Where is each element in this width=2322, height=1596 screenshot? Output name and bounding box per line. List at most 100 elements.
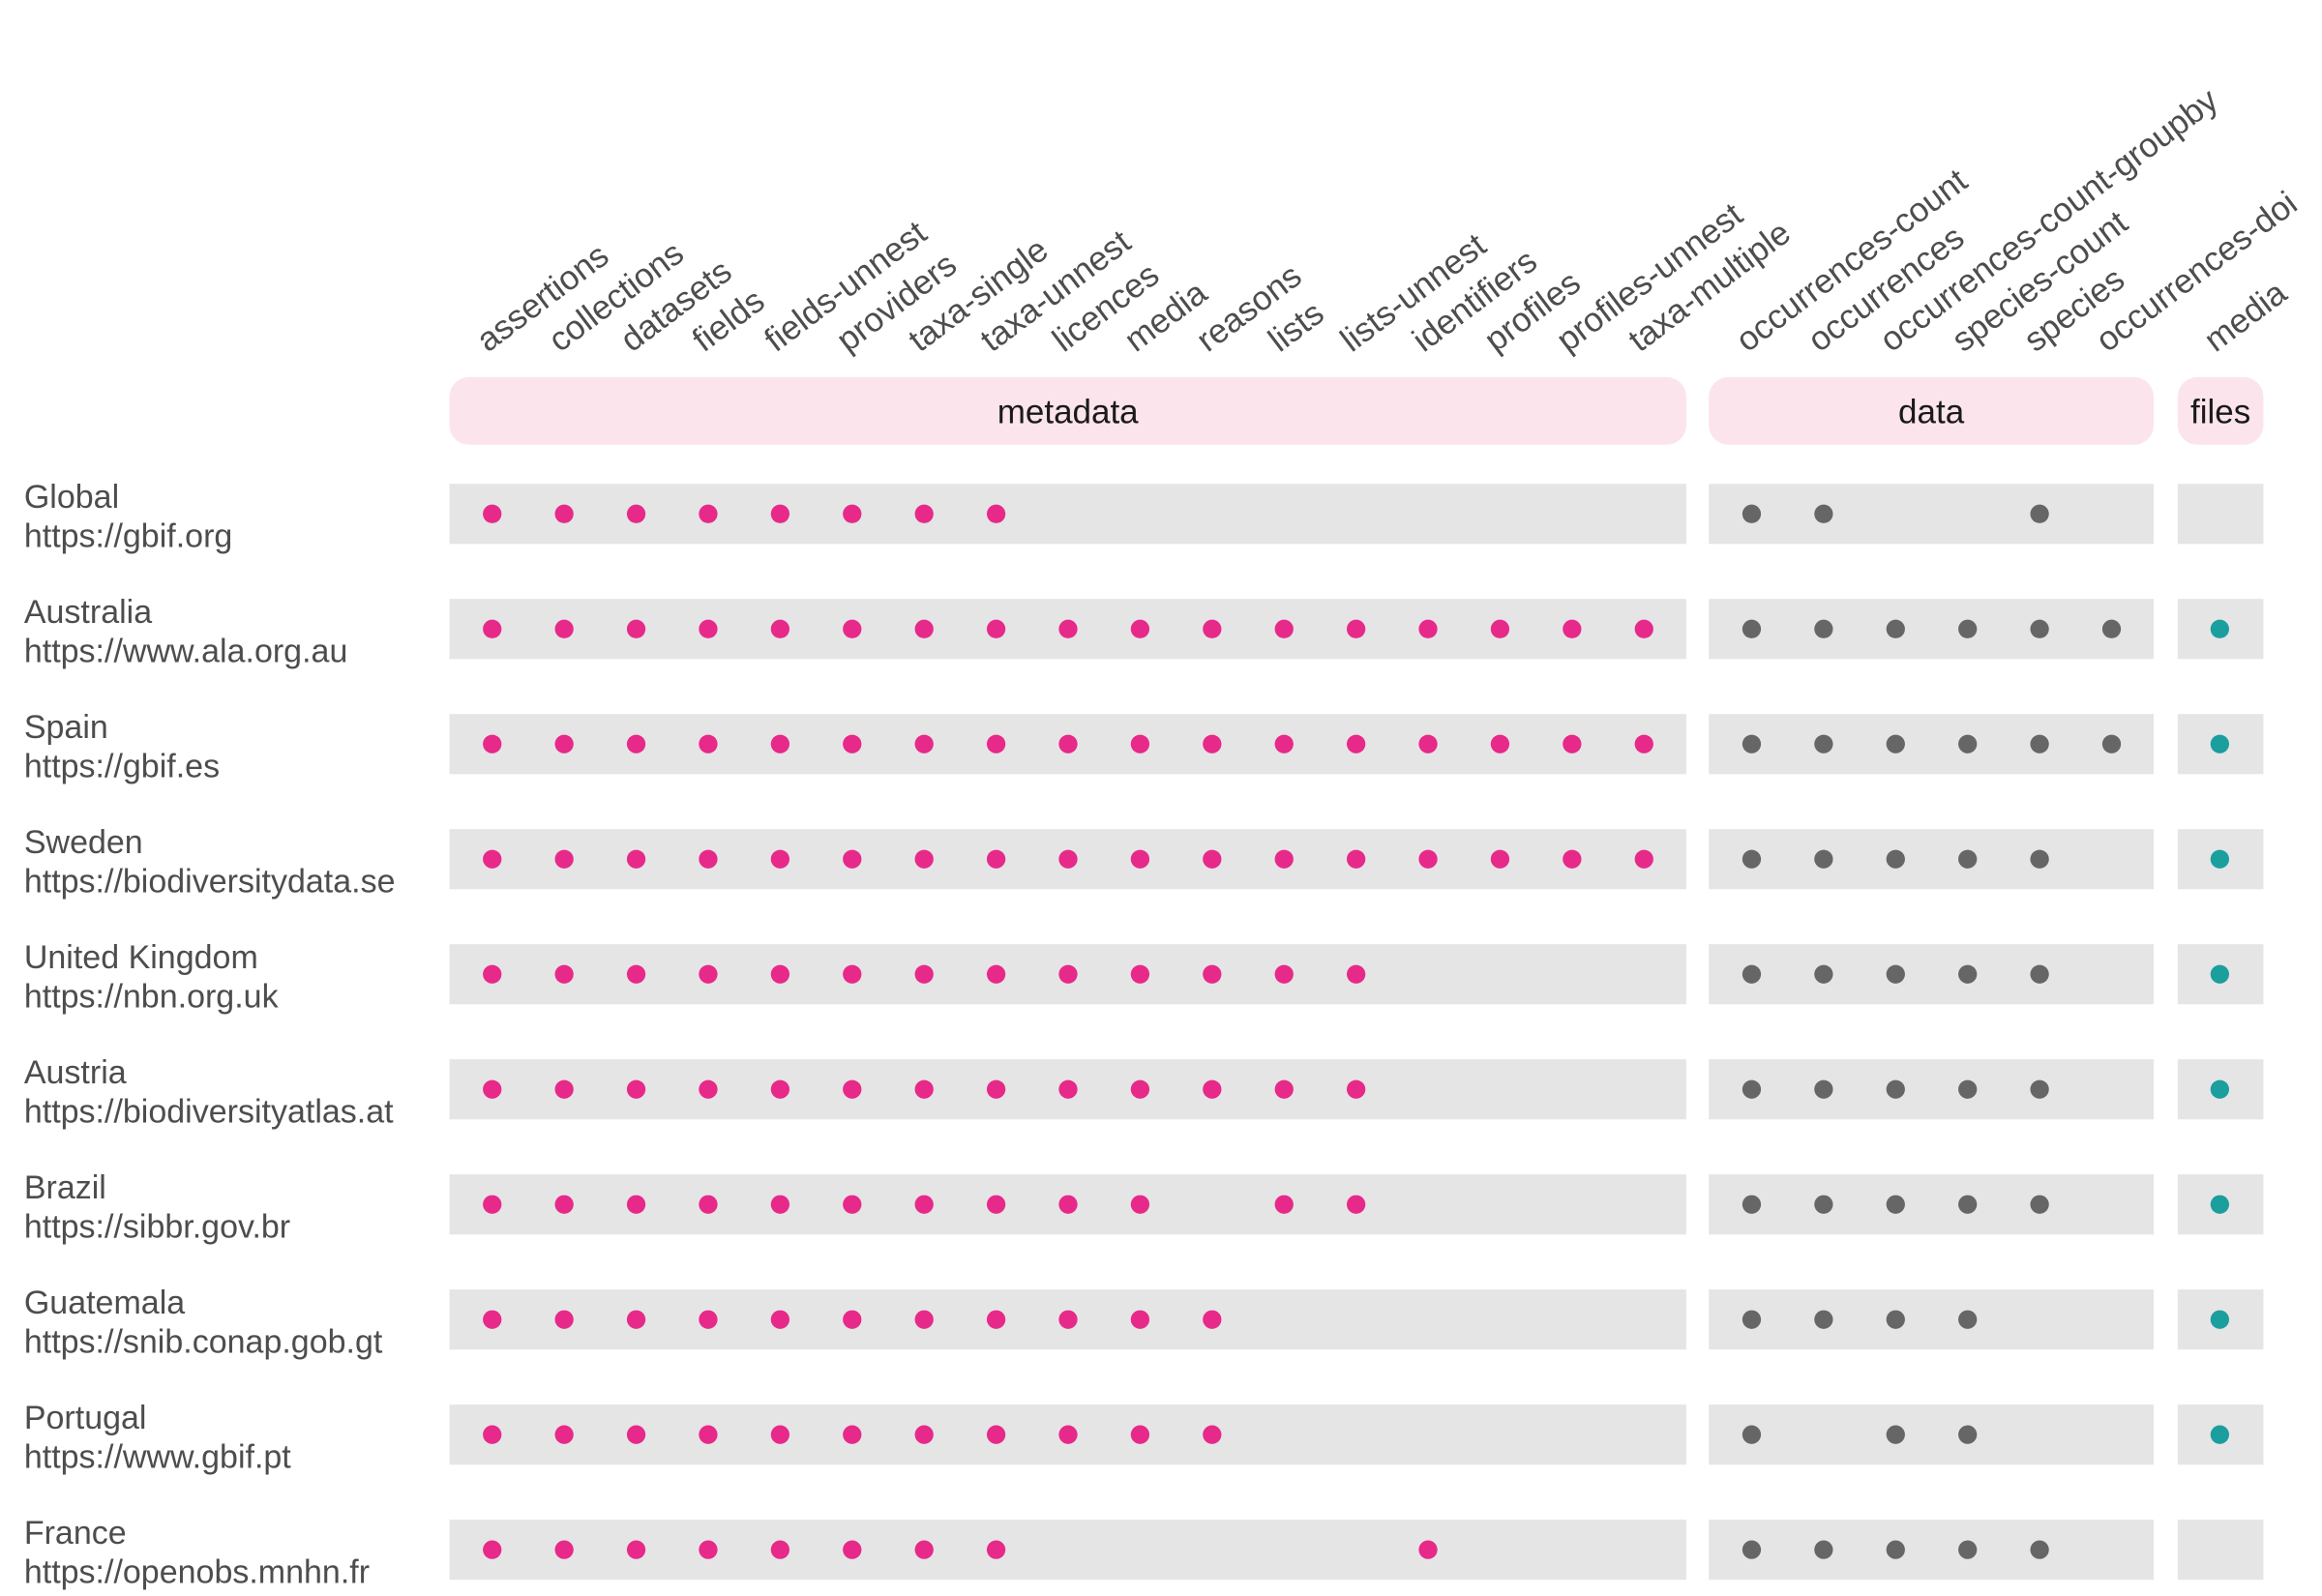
dot-metadata-lists	[1274, 964, 1294, 984]
dot-metadata-fields	[699, 504, 718, 523]
group-label-data: data	[1898, 393, 1965, 430]
dot-metadata-reasons	[1203, 1425, 1222, 1444]
dot-metadata-taxa-unnest	[986, 1425, 1006, 1444]
row-label-url: https://www.gbif.pt	[24, 1438, 291, 1475]
dot-metadata-lists-unnest	[1347, 734, 1366, 754]
dot-metadata-fields-unnest	[770, 964, 790, 984]
row-band-data	[1709, 1059, 2155, 1120]
dot-metadata-fields-unnest	[770, 1079, 790, 1099]
dot-metadata-providers	[843, 1425, 862, 1444]
dot-metadata-taxa-single	[914, 1195, 934, 1214]
dot-metadata-taxa-single	[914, 849, 934, 869]
dot-metadata-taxa-unnest	[986, 964, 1006, 984]
dot-metadata-fields-unnest	[770, 504, 790, 523]
dot-data-occurrences-count-groupby	[1886, 619, 1905, 638]
dot-metadata-collections	[554, 1079, 574, 1099]
dot-data-occurrences-count	[1742, 734, 1762, 754]
dot-data-occurrences-doi	[2101, 734, 2122, 754]
dot-metadata-collections	[554, 504, 574, 523]
dot-metadata-fields	[699, 734, 718, 754]
dot-metadata-assertions	[483, 734, 502, 754]
dot-metadata-licences	[1058, 1195, 1078, 1214]
row-band-data	[1709, 599, 2155, 660]
dot-data-occurrences-doi	[2101, 619, 2122, 638]
dot-data-species-count	[1958, 734, 1978, 754]
dots	[483, 504, 2229, 1559]
dot-metadata-providers	[843, 1540, 862, 1559]
dot-metadata-reasons	[1203, 964, 1222, 984]
dot-data-occurrences	[1814, 1540, 1833, 1559]
dot-data-species-count	[1958, 849, 1978, 869]
row-bands	[449, 484, 2264, 1581]
dot-metadata-collections	[554, 619, 574, 638]
dot-metadata-lists-unnest	[1347, 849, 1366, 869]
dot-data-species	[2030, 1079, 2049, 1099]
dot-metadata-assertions	[483, 1079, 502, 1099]
dot-metadata-taxa-unnest	[986, 849, 1006, 869]
row-label-name: Global	[24, 479, 119, 516]
row-band-metadata	[449, 1520, 1686, 1581]
dot-metadata-taxa-single	[914, 1425, 934, 1444]
dot-metadata-media	[1130, 1195, 1150, 1214]
dot-metadata-licences	[1058, 1079, 1078, 1099]
dot-metadata-reasons	[1203, 734, 1222, 754]
dot-data-species-count	[1958, 1540, 1978, 1559]
row-band-metadata	[449, 484, 1686, 545]
row-label-name: Spain	[24, 709, 108, 746]
row-label-url: https://sibbr.gov.br	[24, 1208, 290, 1245]
dot-data-occurrences-count	[1742, 1425, 1762, 1444]
row-label-url: https://nbn.org.uk	[24, 978, 280, 1015]
dot-metadata-taxa-single	[914, 964, 934, 984]
dot-metadata-fields-unnest	[770, 1425, 790, 1444]
dot-data-occurrences	[1814, 849, 1833, 869]
row-band-data	[1709, 484, 2155, 545]
group-label-files: files	[2190, 393, 2250, 430]
dot-metadata-fields-unnest	[770, 1310, 790, 1329]
dot-metadata-media	[1130, 619, 1150, 638]
row-label-url: https://gbif.es	[24, 748, 220, 784]
dot-metadata-profiles	[1490, 619, 1510, 638]
row-label-url: https://openobs.mnhn.fr	[24, 1553, 370, 1590]
dot-metadata-identifiers	[1418, 734, 1438, 754]
dot-metadata-collections	[554, 1310, 574, 1329]
dot-metadata-taxa-unnest	[986, 1540, 1006, 1559]
dot-metadata-fields	[699, 1540, 718, 1559]
dot-metadata-taxa-multiple	[1634, 734, 1653, 754]
dot-data-species-count	[1958, 964, 1978, 984]
dot-data-occurrences-count	[1742, 849, 1762, 869]
dot-metadata-reasons	[1203, 619, 1222, 638]
dot-metadata-licences	[1058, 1310, 1078, 1329]
dot-files-media	[2210, 849, 2229, 869]
dot-metadata-providers	[843, 1079, 862, 1099]
dot-metadata-providers	[843, 619, 862, 638]
dot-metadata-assertions	[483, 964, 502, 984]
dot-metadata-lists	[1274, 1079, 1294, 1099]
dot-data-occurrences	[1814, 1195, 1833, 1214]
dot-data-occurrences-count-groupby	[1886, 734, 1905, 754]
dot-metadata-providers	[843, 734, 862, 754]
dot-metadata-collections	[554, 734, 574, 754]
dot-metadata-licences	[1058, 964, 1078, 984]
dot-metadata-providers	[843, 1310, 862, 1329]
dot-metadata-reasons	[1203, 849, 1222, 869]
group-header-files	[2177, 376, 2264, 445]
dot-metadata-datasets	[626, 964, 646, 984]
dot-metadata-taxa-multiple	[1634, 619, 1653, 638]
dot-data-occurrences-count	[1742, 619, 1762, 638]
dot-metadata-lists	[1274, 849, 1294, 869]
dot-metadata-licences	[1058, 849, 1078, 869]
row-label-url: https://www.ala.org.au	[24, 633, 348, 669]
dot-metadata-taxa-unnest	[986, 619, 1006, 638]
dot-data-species	[2030, 734, 2049, 754]
dot-data-occurrences-count	[1742, 504, 1762, 523]
dot-files-media	[2210, 734, 2229, 754]
dot-metadata-profiles-unnest	[1563, 734, 1582, 754]
dot-metadata-datasets	[626, 1195, 646, 1214]
dot-metadata-providers	[843, 964, 862, 984]
dot-data-occurrences	[1814, 1310, 1833, 1329]
dot-metadata-taxa-multiple	[1634, 849, 1653, 869]
dot-metadata-fields-unnest	[770, 1195, 790, 1214]
row-label-name: Guatemala	[24, 1285, 185, 1321]
dot-metadata-lists	[1274, 1195, 1294, 1214]
row-label-name: France	[24, 1515, 127, 1552]
